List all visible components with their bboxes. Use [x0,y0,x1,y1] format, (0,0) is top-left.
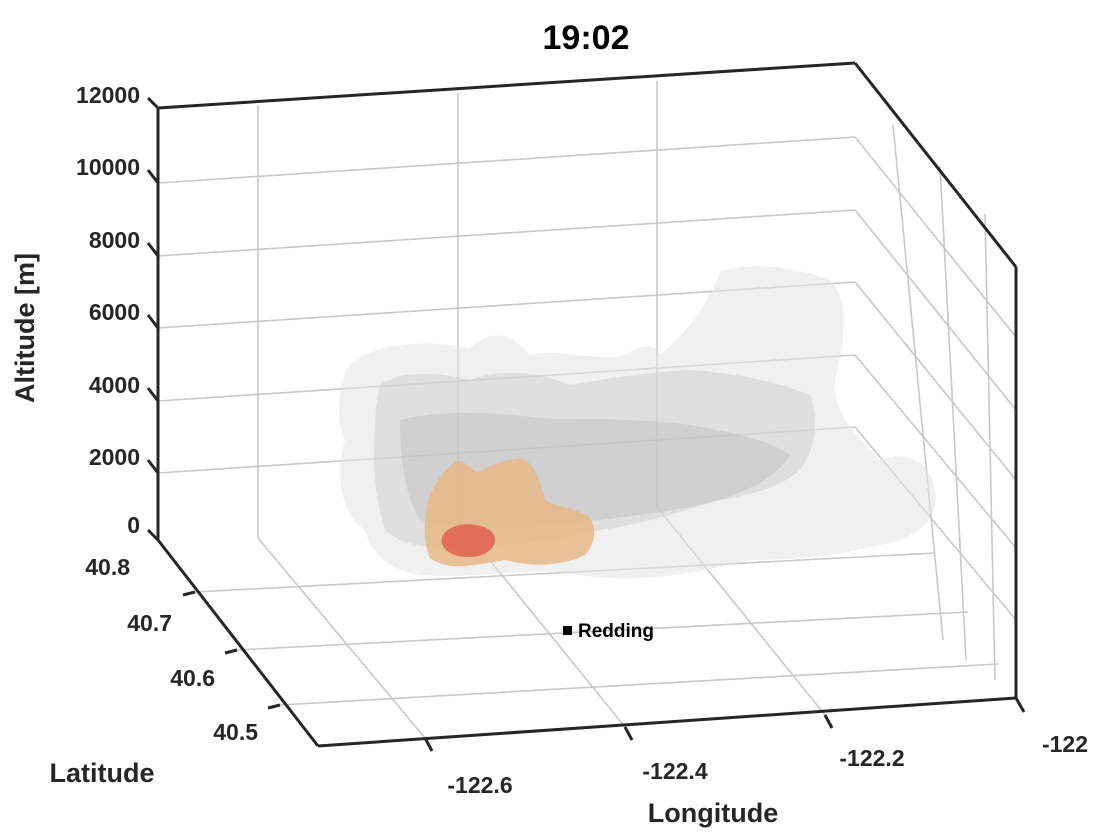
y-tick-label: 40.6 [170,665,215,691]
z-tick-label: 4000 [89,372,140,398]
tick-marks [146,96,1026,752]
x-tick-label: -122.6 [447,772,512,798]
isosurface-layers [339,266,936,579]
z-tick-label: 10000 [76,154,140,180]
z-tick-label: 0 [127,512,140,538]
z-tick-label: 8000 [89,227,140,253]
redding-marker [563,626,572,635]
z-axis-label: Altitude [m] [10,253,40,403]
isosurface-peak [441,524,496,557]
redding-label: Redding [578,621,654,642]
chart-title: 19:02 [543,19,630,57]
x-tick-labels: -122.6 -122.4 -122.2 -122 [447,731,1088,798]
x-axis-label: Longitude [648,798,778,828]
z-tick-label: 2000 [89,444,140,470]
x-tick-label: -122.4 [642,758,707,784]
y-tick-label: 40.5 [213,719,258,745]
y-tick-label: 40.7 [127,610,172,636]
z-tick-label: 12000 [76,82,140,108]
z-tick-label: 6000 [89,299,140,325]
x-tick-label: -122.2 [839,745,904,771]
redding-annotation: Redding [563,621,654,642]
y-tick-labels: 40.8 40.7 40.6 40.5 [85,554,258,745]
axis-box [156,61,1018,748]
z-tick-labels: 12000 10000 8000 6000 4000 2000 0 [76,82,140,538]
y-axis-label: Latitude [50,758,155,788]
y-tick-label: 40.8 [85,554,130,580]
x-tick-label: -122 [1042,731,1088,757]
